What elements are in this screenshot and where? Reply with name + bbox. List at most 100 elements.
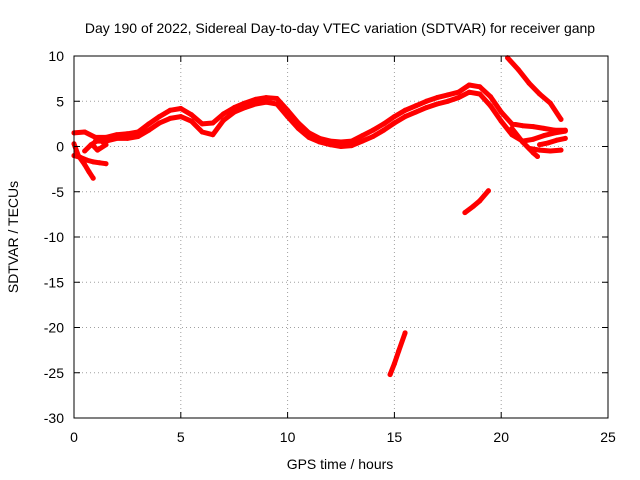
- data-point: [509, 125, 515, 131]
- data-point: [530, 136, 536, 142]
- data-point: [505, 55, 511, 61]
- data-point: [156, 114, 162, 120]
- y-tick-label: 5: [56, 93, 64, 109]
- data-point: [462, 210, 468, 216]
- data-point: [253, 96, 259, 102]
- data-point: [381, 121, 387, 127]
- data-point: [488, 103, 493, 109]
- data-point: [114, 135, 120, 141]
- x-axis-label: GPS time / hours: [287, 456, 394, 472]
- data-point: [535, 154, 540, 159]
- data-point: [210, 120, 216, 126]
- y-tick-label: 10: [48, 48, 64, 64]
- data-point: [221, 111, 226, 117]
- data-point: [231, 109, 237, 115]
- x-tick-label: 25: [600, 429, 616, 445]
- data-point: [509, 121, 515, 127]
- trace-late-branch-descending: [505, 55, 564, 122]
- data-point: [231, 105, 237, 111]
- data-point: [413, 103, 419, 109]
- data-point: [547, 148, 553, 154]
- data-point: [541, 133, 547, 139]
- data-point: [167, 115, 173, 121]
- data-point: [178, 106, 184, 111]
- data-point: [370, 127, 376, 133]
- data-point: [90, 143, 96, 149]
- data-point: [338, 139, 344, 145]
- data-point: [242, 105, 248, 111]
- data-point: [558, 147, 564, 153]
- data-point: [423, 98, 429, 104]
- data-point: [95, 147, 100, 153]
- data-point: [423, 105, 429, 111]
- grid-lines: [74, 56, 608, 418]
- data-point: [285, 114, 291, 120]
- data-point: [338, 144, 344, 149]
- y-tick-label: -15: [44, 274, 64, 290]
- data-point: [84, 157, 90, 163]
- data-point: [77, 154, 83, 160]
- data-point: [547, 100, 553, 106]
- data-point: [97, 160, 103, 166]
- chart-title: Day 190 of 2022, Sidereal Day-to-day VTE…: [85, 20, 595, 36]
- data-point: [396, 348, 402, 354]
- data-point: [445, 92, 451, 98]
- trace-late-branch-lower: [526, 145, 564, 154]
- data-point: [274, 96, 280, 101]
- data-point: [526, 80, 532, 86]
- data-point: [402, 114, 408, 120]
- data-point: [391, 114, 397, 120]
- data-point: [90, 159, 96, 165]
- data-point: [82, 162, 88, 168]
- data-point: [199, 129, 205, 135]
- data-point: [381, 127, 387, 133]
- data-point: [537, 142, 543, 148]
- data-point: [86, 169, 92, 175]
- data-point: [124, 135, 130, 141]
- data-point: [530, 124, 536, 130]
- axis-ticks: [73, 55, 609, 419]
- data-point: [545, 140, 551, 146]
- data-point: [349, 138, 355, 144]
- data-point: [541, 125, 547, 131]
- data-point: [82, 148, 88, 154]
- data-point: [391, 120, 397, 126]
- data-point: [391, 361, 397, 367]
- y-axis-label: SDTVAR / TECUs: [5, 181, 21, 293]
- y-tick-label: 0: [56, 139, 64, 155]
- data-point: [135, 134, 141, 139]
- data-point: [477, 91, 483, 97]
- data-point: [103, 142, 109, 148]
- data-point: [470, 203, 476, 209]
- data-point: [434, 101, 440, 107]
- x-tick-label: 5: [177, 429, 185, 445]
- data-point: [498, 118, 504, 124]
- trace-late-branch-right: [537, 135, 568, 148]
- y-tick-label: -25: [44, 365, 64, 381]
- data-point: [498, 109, 504, 115]
- data-point: [456, 95, 461, 101]
- data-point: [189, 112, 194, 118]
- data-point: [434, 95, 440, 101]
- data-point: [295, 125, 301, 131]
- data-point: [306, 134, 312, 140]
- data-point: [477, 84, 483, 90]
- data-point: [488, 94, 493, 100]
- x-tick-label: 10: [280, 429, 296, 445]
- data-point: [520, 139, 526, 145]
- data-point: [402, 107, 408, 113]
- y-tick-label: -30: [44, 410, 64, 426]
- data-point: [199, 121, 205, 127]
- data-point: [263, 99, 269, 105]
- data-point: [466, 89, 472, 95]
- x-tick-label: 20: [493, 429, 509, 445]
- data-point: [359, 138, 365, 144]
- data-point: [554, 137, 560, 143]
- data-point: [359, 133, 365, 139]
- data-point: [253, 101, 259, 107]
- trace-isolated-segment-low: [387, 330, 408, 378]
- y-tick-label: -10: [44, 229, 64, 245]
- y-tick-label: -5: [52, 184, 65, 200]
- data-point: [327, 142, 333, 148]
